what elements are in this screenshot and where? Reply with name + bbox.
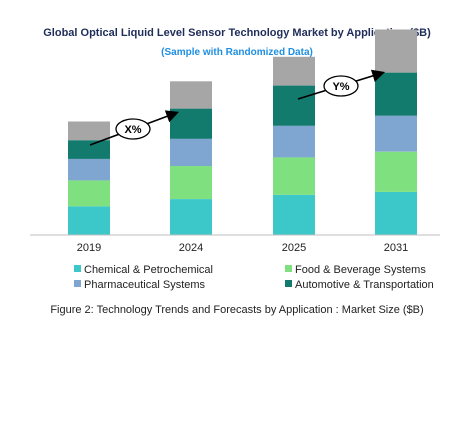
x-tick-label-2019: 2019: [77, 242, 101, 254]
bar-segment-2024-s4: [170, 81, 212, 109]
legend-label-3: Automotive & Transportation: [295, 279, 434, 291]
legend-label-0: Chemical & Petrochemical: [84, 264, 213, 276]
growth-label-x: X%: [124, 124, 141, 136]
growth-annotation-y: Y%: [297, 69, 386, 100]
growth-annotation-x: X%: [89, 110, 179, 146]
bar-segment-2031-s4: [375, 29, 417, 73]
bar-segment-2019-s1: [68, 180, 110, 207]
legend-swatch-1: [285, 265, 292, 272]
bar-segment-2025-s4: [273, 56, 315, 86]
growth-bubble-y: [323, 75, 359, 97]
bar-segment-2031-s3: [375, 72, 417, 116]
bar-segment-2024-s3: [170, 108, 212, 139]
bar-segment-2019-s4: [68, 121, 110, 141]
growth-label-y: Y%: [332, 81, 349, 93]
legend-swatch-3: [285, 280, 292, 287]
bar-segment-2024-s2: [170, 138, 212, 166]
bar-segment-2024-s1: [170, 166, 212, 199]
bar-segment-2031-s2: [375, 115, 417, 152]
legend-swatch-0: [74, 265, 81, 272]
bar-segment-2031-s0: [375, 191, 417, 235]
legend: Chemical & Petrochemical Food & Beverage …: [74, 264, 434, 291]
bar-segment-2031-s1: [375, 151, 417, 192]
legend-label-2: Pharmaceutical Systems: [84, 279, 206, 291]
x-tick-label-2024: 2024: [179, 242, 203, 254]
x-axis-ticks: 2019 2024 2025 2031: [77, 242, 408, 254]
x-tick-label-2031: 2031: [384, 242, 408, 254]
bar-segment-2025-s3: [273, 85, 315, 126]
legend-swatch-2: [74, 280, 81, 287]
chart-subtitle: (Sample with Randomized Data): [161, 47, 313, 58]
bar-segment-2019-s2: [68, 158, 110, 181]
bar-segment-2019-s3: [68, 140, 110, 159]
bar-segment-2025-s2: [273, 125, 315, 158]
bar-segment-2025-s1: [273, 157, 315, 195]
bar-segment-2024-s0: [170, 199, 212, 235]
bars-group: [68, 29, 417, 235]
figure-caption: Figure 2: Technology Trends and Forecast…: [50, 304, 423, 316]
bar-segment-2019-s0: [68, 206, 110, 235]
chart-title: Global Optical Liquid Level Sensor Techn…: [43, 27, 431, 39]
x-tick-label-2025: 2025: [282, 242, 306, 254]
legend-label-1: Food & Beverage Systems: [295, 264, 426, 276]
bar-segment-2025-s0: [273, 194, 315, 235]
growth-bubble-x: [115, 118, 151, 140]
